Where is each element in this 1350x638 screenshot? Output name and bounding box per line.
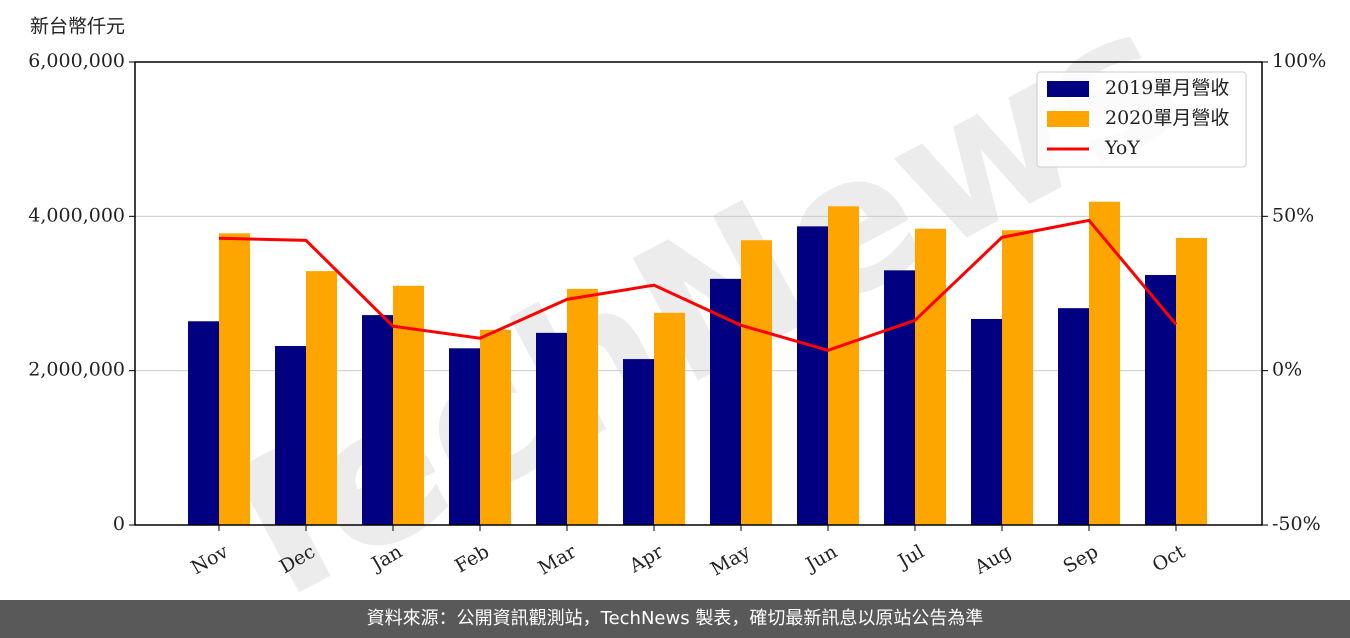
x-tick-label: Aug (970, 541, 1015, 580)
bar (654, 312, 685, 525)
x-tick-label: Jun (800, 541, 841, 577)
y-tick-label: 4,000,000 (28, 204, 125, 226)
bar (188, 321, 219, 525)
bar (393, 285, 424, 525)
bar (1176, 237, 1207, 525)
y2-tick-label: -50% (1272, 513, 1321, 535)
legend-label: 2019單月營收 (1105, 77, 1229, 99)
bar (971, 318, 1002, 525)
y-tick-label: 2,000,000 (28, 359, 125, 381)
bar (480, 329, 511, 525)
bar (362, 315, 393, 525)
bar (1058, 308, 1089, 525)
bar (915, 228, 946, 525)
bar (1145, 274, 1176, 525)
bar (1002, 230, 1033, 525)
x-tick-label: Mar (534, 540, 580, 579)
bar (275, 345, 306, 525)
y2-tick-label: 50% (1272, 204, 1314, 226)
y2-tick-label: 100% (1272, 50, 1326, 72)
line (218, 218, 1178, 352)
bar (449, 348, 480, 525)
x-tick-label: Oct (1149, 540, 1190, 576)
bar (623, 359, 654, 525)
y-tick-label: 6,000,000 (28, 50, 125, 72)
x-tick-label: Sep (1059, 541, 1102, 578)
legend-swatch (1047, 81, 1089, 97)
legend-box (1036, 71, 1247, 168)
x-tick-label: Apr (625, 540, 668, 577)
bar (710, 278, 741, 525)
bar (828, 206, 859, 525)
x-tick-label: May (707, 540, 754, 580)
bar (567, 288, 598, 525)
legend-label: YoY (1104, 137, 1140, 159)
plot-frame (134, 61, 1263, 526)
bar (1089, 201, 1120, 525)
y-axis-label: 新台幣仟元 (30, 16, 125, 38)
bar (797, 226, 828, 526)
bar (741, 240, 772, 525)
bar (884, 270, 915, 525)
footer: 資料來源：公開資訊觀測站，TechNews 製表，確切最新訊息以原站公告為準 (0, 600, 1350, 638)
bar (306, 271, 337, 525)
bar (536, 332, 567, 525)
bar (219, 233, 250, 525)
legend-swatch (1047, 111, 1089, 127)
x-tick-label: Jul (893, 541, 928, 574)
y-tick-label: 0 (113, 513, 125, 535)
legend-label: 2020單月營收 (1105, 107, 1229, 129)
y2-tick-label: 0% (1272, 359, 1302, 381)
chart: 新台幣仟元 TechNews 02,000,0004,000,0006,000,… (28, 0, 1326, 638)
